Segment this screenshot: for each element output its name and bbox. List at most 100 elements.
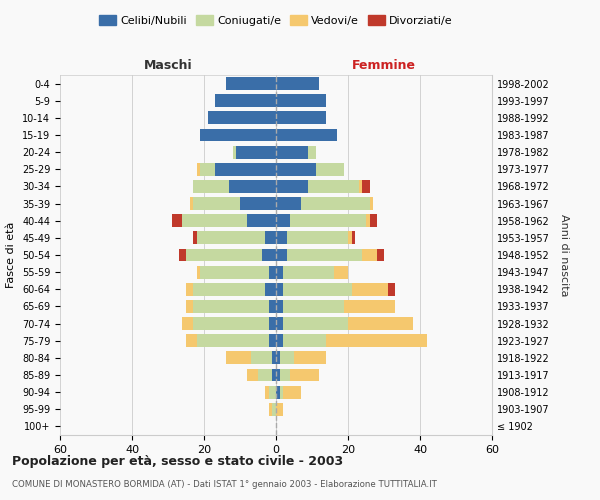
Bar (348, 317, 413, 330)
Text: Femmine: Femmine (352, 58, 416, 71)
Bar (276, 163, 316, 175)
Bar (334, 266, 348, 278)
Bar (265, 232, 276, 244)
Bar (276, 352, 280, 364)
Bar (172, 214, 182, 227)
Bar (197, 334, 269, 347)
Bar (276, 283, 283, 296)
Bar (186, 300, 193, 313)
Bar (251, 352, 272, 364)
Bar (366, 214, 370, 227)
Bar (344, 300, 395, 313)
Bar (359, 180, 362, 193)
Bar (287, 248, 362, 262)
Bar (193, 283, 265, 296)
Bar (283, 317, 348, 330)
Bar (269, 317, 276, 330)
Bar (269, 334, 276, 347)
Bar (276, 128, 337, 141)
Legend: Celibi/Nubili, Coniugati/e, Vedovi/e, Divorziati/e: Celibi/Nubili, Coniugati/e, Vedovi/e, Di… (95, 10, 457, 30)
Bar (272, 403, 276, 415)
Bar (276, 146, 308, 158)
Bar (226, 352, 251, 364)
Bar (269, 403, 272, 415)
Bar (283, 334, 326, 347)
Bar (269, 266, 276, 278)
Bar (208, 112, 276, 124)
Bar (283, 386, 301, 398)
Bar (179, 248, 186, 262)
Bar (280, 368, 290, 382)
Bar (200, 128, 276, 141)
Bar (215, 163, 276, 175)
Bar (301, 197, 370, 210)
Bar (316, 163, 344, 175)
Y-axis label: Fasce di età: Fasce di età (7, 222, 16, 288)
Bar (193, 317, 269, 330)
Bar (193, 197, 240, 210)
Bar (197, 266, 200, 278)
Text: Popolazione per età, sesso e stato civile - 2003: Popolazione per età, sesso e stato civil… (12, 455, 343, 468)
Bar (186, 248, 262, 262)
Bar (276, 403, 283, 415)
Bar (280, 352, 294, 364)
Bar (283, 266, 334, 278)
Bar (370, 214, 377, 227)
Bar (229, 180, 276, 193)
Text: COMUNE DI MONASTERO BORMIDA (AT) - Dati ISTAT 1° gennaio 2003 - Elaborazione TUT: COMUNE DI MONASTERO BORMIDA (AT) - Dati … (12, 480, 437, 489)
Bar (276, 94, 326, 107)
Bar (182, 317, 193, 330)
Bar (276, 232, 287, 244)
Bar (247, 214, 276, 227)
Bar (294, 352, 326, 364)
Bar (272, 352, 276, 364)
Text: Maschi: Maschi (143, 58, 193, 71)
Bar (193, 300, 269, 313)
Bar (308, 180, 359, 193)
Bar (236, 146, 276, 158)
Bar (370, 197, 373, 210)
Bar (352, 283, 388, 296)
Bar (265, 386, 269, 398)
Bar (283, 300, 344, 313)
Bar (197, 232, 265, 244)
Bar (186, 283, 193, 296)
Bar (290, 368, 319, 382)
Bar (233, 146, 236, 158)
Bar (287, 232, 348, 244)
Bar (276, 77, 319, 90)
Bar (269, 386, 276, 398)
Bar (200, 266, 269, 278)
Bar (226, 77, 276, 90)
Bar (190, 197, 193, 210)
Bar (280, 386, 283, 398)
Bar (276, 197, 301, 210)
Bar (240, 197, 276, 210)
Bar (215, 94, 276, 107)
Bar (265, 283, 276, 296)
Bar (283, 283, 352, 296)
Bar (308, 146, 316, 158)
Bar (276, 266, 283, 278)
Bar (276, 180, 308, 193)
Y-axis label: Anni di nascita: Anni di nascita (559, 214, 569, 296)
Bar (362, 180, 370, 193)
Bar (276, 334, 283, 347)
Bar (182, 214, 247, 227)
Bar (258, 368, 272, 382)
Bar (352, 232, 355, 244)
Bar (326, 334, 427, 347)
Bar (247, 368, 258, 382)
Bar (362, 248, 377, 262)
Bar (272, 368, 276, 382)
Bar (388, 283, 395, 296)
Bar (262, 248, 276, 262)
Bar (269, 300, 276, 313)
Bar (193, 232, 197, 244)
Bar (290, 214, 366, 227)
Bar (276, 112, 326, 124)
Bar (276, 248, 287, 262)
Bar (276, 368, 280, 382)
Bar (276, 317, 283, 330)
Bar (186, 334, 197, 347)
